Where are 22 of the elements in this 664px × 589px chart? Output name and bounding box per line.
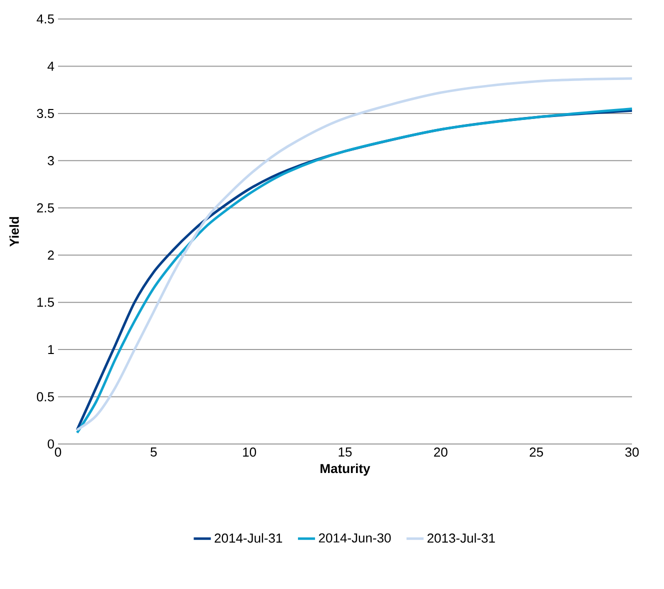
x-axis-title: Maturity — [320, 464, 370, 476]
y-tick-label: 0 — [48, 439, 54, 449]
y-tick-label: 3 — [48, 156, 54, 166]
y-tick-label: 3.5 — [36, 108, 54, 118]
x-tick-label: 25 — [530, 448, 544, 457]
x-tick-label: 5 — [150, 448, 157, 457]
y-tick-label: 1.5 — [37, 298, 54, 307]
legend-label: 2014-Jul-31 — [214, 533, 282, 543]
y-tick-label: 4.5 — [36, 14, 54, 24]
y-tick-label: 0.5 — [36, 392, 54, 402]
y-tick-label: 2 — [48, 250, 54, 260]
x-tick-label: 10 — [243, 448, 256, 457]
x-tick-label: 0 — [54, 448, 62, 457]
y-tick-label: 1 — [48, 345, 54, 354]
y-tick-label: 4 — [48, 62, 54, 71]
legend-label: 2014-Jun-30 — [318, 533, 391, 543]
y-axis-title: Yield — [9, 217, 19, 247]
x-tick-label: 20 — [434, 448, 448, 457]
legend-label: 2013-Jul-31 — [428, 533, 495, 543]
x-tick-label: 30 — [625, 448, 639, 457]
y-tick-label: 2.5 — [37, 203, 54, 212]
x-tick-label: 15 — [338, 448, 352, 457]
